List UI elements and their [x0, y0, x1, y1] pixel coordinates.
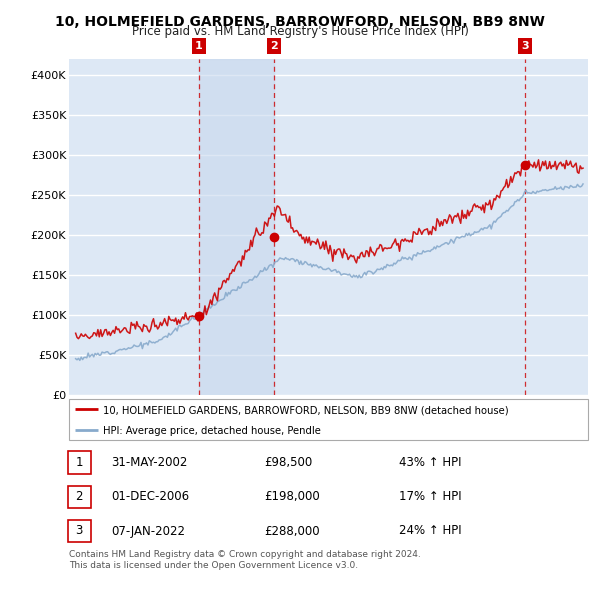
FancyBboxPatch shape — [69, 399, 588, 440]
Bar — [274, 59, 525, 395]
Text: 43% ↑ HPI: 43% ↑ HPI — [399, 456, 461, 469]
Text: £98,500: £98,500 — [264, 456, 312, 469]
Text: £288,000: £288,000 — [264, 525, 320, 537]
Text: 2: 2 — [270, 41, 278, 51]
Text: £198,000: £198,000 — [264, 490, 320, 503]
Text: Contains HM Land Registry data © Crown copyright and database right 2024.: Contains HM Land Registry data © Crown c… — [69, 550, 421, 559]
Text: 3: 3 — [521, 41, 529, 51]
Text: 10, HOLMEFIELD GARDENS, BARROWFORD, NELSON, BB9 8NW (detached house): 10, HOLMEFIELD GARDENS, BARROWFORD, NELS… — [103, 406, 508, 416]
Text: This data is licensed under the Open Government Licence v3.0.: This data is licensed under the Open Gov… — [69, 560, 358, 569]
Text: Price paid vs. HM Land Registry's House Price Index (HPI): Price paid vs. HM Land Registry's House … — [131, 25, 469, 38]
Text: 07-JAN-2022: 07-JAN-2022 — [111, 525, 185, 537]
Text: 3: 3 — [76, 525, 83, 537]
Text: 1: 1 — [76, 456, 83, 469]
Text: 24% ↑ HPI: 24% ↑ HPI — [399, 525, 461, 537]
Text: 10, HOLMEFIELD GARDENS, BARROWFORD, NELSON, BB9 8NW: 10, HOLMEFIELD GARDENS, BARROWFORD, NELS… — [55, 15, 545, 29]
Text: 1: 1 — [195, 41, 203, 51]
Text: 17% ↑ HPI: 17% ↑ HPI — [399, 490, 461, 503]
Text: 2: 2 — [76, 490, 83, 503]
Text: HPI: Average price, detached house, Pendle: HPI: Average price, detached house, Pend… — [103, 426, 320, 436]
Text: 01-DEC-2006: 01-DEC-2006 — [111, 490, 189, 503]
Text: 31-MAY-2002: 31-MAY-2002 — [111, 456, 187, 469]
Bar — [199, 59, 274, 395]
